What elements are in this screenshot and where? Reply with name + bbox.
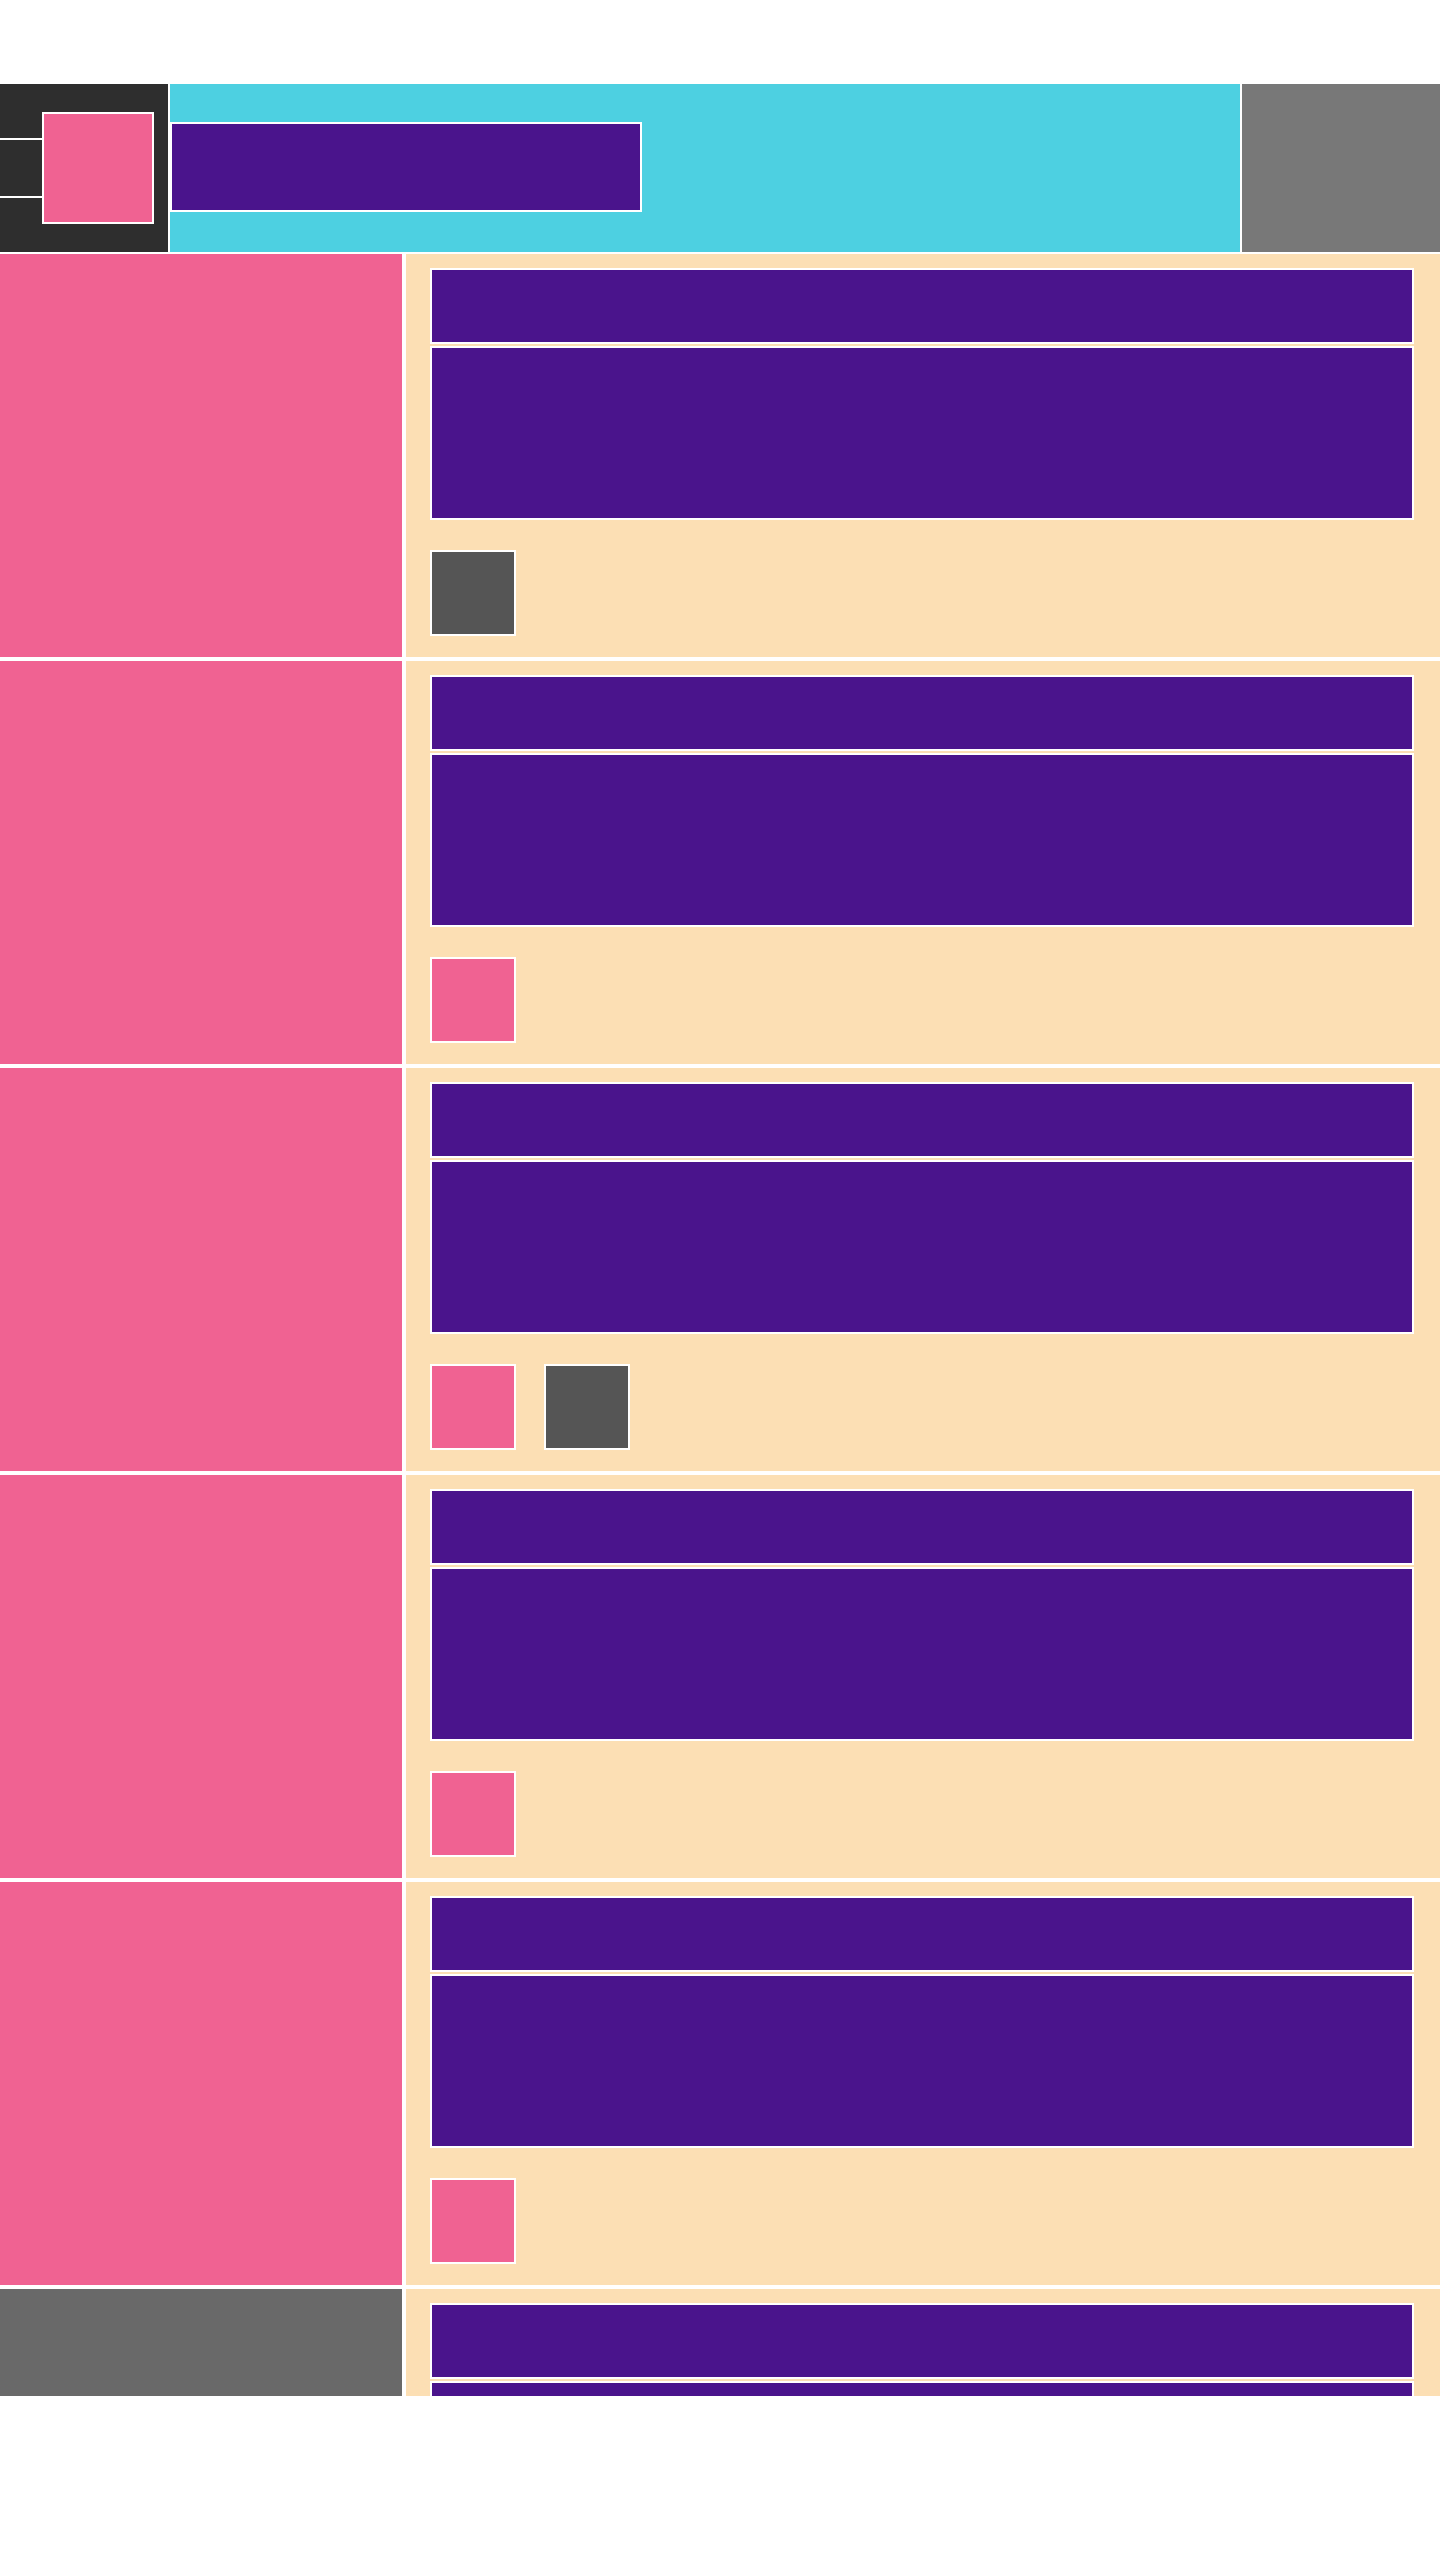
item-card	[406, 254, 1440, 657]
item-action-button[interactable]	[430, 550, 516, 636]
item-title[interactable]	[430, 268, 1414, 344]
item-thumbnail[interactable]	[0, 1475, 402, 1878]
page-title	[170, 122, 642, 212]
app-header	[0, 84, 1440, 252]
item-action-button[interactable]	[430, 1771, 516, 1857]
item-card	[406, 1068, 1440, 1471]
item-action-button[interactable]	[544, 1364, 630, 1450]
item-actions	[430, 1771, 516, 1857]
item-title[interactable]	[430, 1489, 1414, 1565]
feed-item[interactable]	[0, 2289, 1440, 2396]
app-frame	[0, 84, 1440, 2396]
item-description	[430, 346, 1414, 520]
hamburger-menu-icon	[0, 196, 44, 198]
feed-item[interactable]	[0, 1068, 1440, 1471]
content-feed	[0, 254, 1440, 2396]
item-description	[430, 2381, 1414, 2396]
feed-item[interactable]	[0, 1882, 1440, 2285]
item-card	[406, 2289, 1440, 2396]
item-description	[430, 1974, 1414, 2148]
item-description	[430, 753, 1414, 927]
feed-item[interactable]	[0, 661, 1440, 1064]
item-actions	[430, 1364, 630, 1450]
item-action-button[interactable]	[430, 1364, 516, 1450]
item-thumbnail[interactable]	[0, 1068, 402, 1471]
item-title[interactable]	[430, 1082, 1414, 1158]
item-actions	[430, 550, 516, 636]
item-actions	[430, 957, 516, 1043]
item-thumbnail[interactable]	[0, 661, 402, 1064]
header-right-panel[interactable]	[1242, 84, 1440, 252]
item-actions	[430, 2178, 516, 2264]
hamburger-menu-icon	[0, 138, 44, 140]
item-title[interactable]	[430, 675, 1414, 751]
header-title-area	[170, 84, 1240, 252]
item-thumbnail[interactable]	[0, 254, 402, 657]
item-description	[430, 1160, 1414, 1334]
item-description	[430, 1567, 1414, 1741]
item-card	[406, 1882, 1440, 2285]
item-card	[406, 1475, 1440, 1878]
feed-item[interactable]	[0, 1475, 1440, 1878]
item-thumbnail[interactable]	[0, 2289, 402, 2396]
item-title[interactable]	[430, 2303, 1414, 2379]
item-title[interactable]	[430, 1896, 1414, 1972]
item-action-button[interactable]	[430, 2178, 516, 2264]
item-thumbnail[interactable]	[0, 1882, 402, 2285]
app-logo-icon[interactable]	[42, 112, 154, 224]
feed-item[interactable]	[0, 254, 1440, 657]
item-card	[406, 661, 1440, 1064]
item-action-button[interactable]	[430, 957, 516, 1043]
menu-button[interactable]	[0, 84, 168, 252]
